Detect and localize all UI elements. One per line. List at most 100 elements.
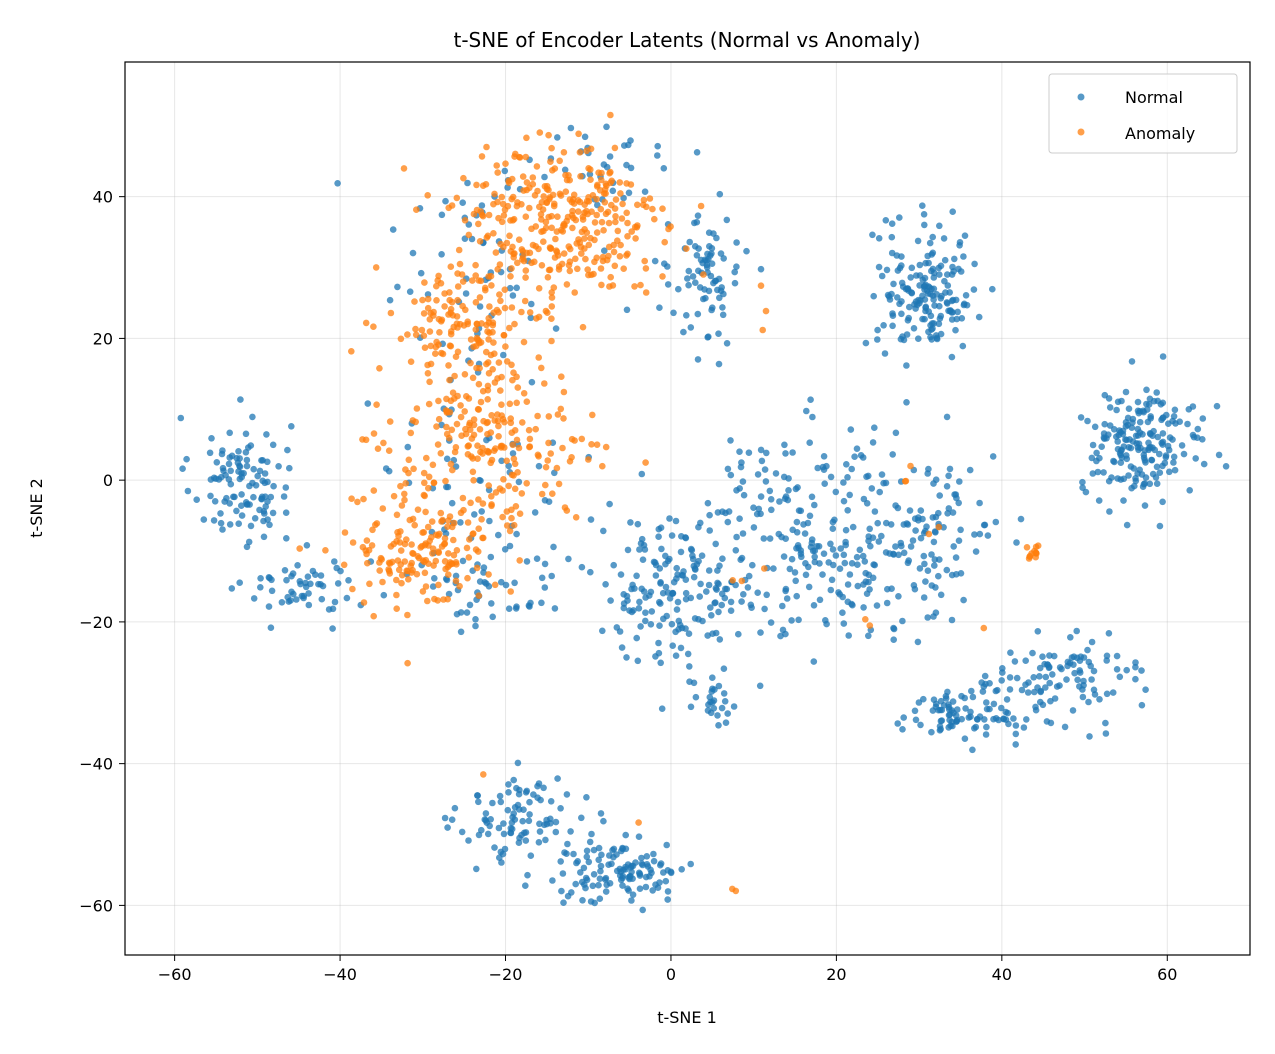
point-normal <box>719 304 726 311</box>
point-anomaly <box>514 384 522 391</box>
point-normal <box>1022 681 1029 688</box>
point-normal <box>484 830 492 838</box>
point-normal <box>632 859 639 866</box>
point-normal <box>1153 463 1161 471</box>
point-normal <box>907 274 914 281</box>
point-normal <box>694 212 702 219</box>
point-normal <box>618 644 626 651</box>
point-anomaly <box>509 243 516 251</box>
point-normal <box>183 455 190 463</box>
point-anomaly <box>729 885 736 893</box>
point-anomaly <box>608 201 615 209</box>
point-anomaly <box>464 320 472 328</box>
point-anomaly <box>490 230 497 237</box>
point-normal <box>687 860 694 868</box>
point-normal <box>712 599 719 606</box>
point-normal <box>662 583 670 591</box>
point-normal <box>899 726 906 733</box>
point-normal <box>844 474 851 481</box>
point-anomaly <box>549 167 556 174</box>
point-normal <box>781 441 788 449</box>
point-normal <box>640 541 648 549</box>
point-normal <box>429 583 437 590</box>
point-anomaly <box>499 487 506 494</box>
point-anomaly <box>496 291 503 298</box>
point-normal <box>1128 484 1135 492</box>
point-anomaly <box>516 510 524 517</box>
point-anomaly <box>512 503 520 510</box>
point-normal <box>871 561 878 569</box>
point-normal <box>686 678 693 685</box>
point-normal <box>457 609 465 616</box>
point-anomaly <box>605 252 612 260</box>
point-normal <box>696 593 703 600</box>
point-normal <box>557 858 564 865</box>
point-normal <box>620 604 628 612</box>
point-anomaly <box>579 216 587 223</box>
point-normal <box>1157 401 1165 408</box>
point-normal <box>960 253 967 260</box>
point-normal <box>473 865 480 873</box>
point-anomaly <box>401 496 408 504</box>
point-normal <box>1125 472 1132 479</box>
point-anomaly <box>538 490 546 498</box>
point-normal <box>444 483 452 491</box>
point-anomaly <box>507 273 514 280</box>
point-normal <box>930 538 938 546</box>
point-normal <box>281 567 289 574</box>
point-anomaly <box>540 193 547 200</box>
point-anomaly <box>538 262 546 269</box>
point-anomaly <box>473 334 481 342</box>
point-normal <box>809 413 816 421</box>
point-normal <box>955 499 962 507</box>
point-anomaly <box>447 309 455 317</box>
point-normal <box>506 284 514 292</box>
point-anomaly <box>544 309 551 317</box>
point-normal <box>528 300 535 308</box>
point-normal <box>936 222 943 230</box>
point-normal <box>953 571 960 578</box>
point-normal <box>984 532 992 539</box>
point-anomaly <box>478 516 485 523</box>
point-normal <box>744 584 752 591</box>
point-normal <box>623 161 630 169</box>
point-normal <box>767 496 775 503</box>
point-normal <box>958 692 965 700</box>
point-normal <box>880 479 887 487</box>
point-normal <box>1109 689 1117 696</box>
point-anomaly <box>437 318 445 325</box>
point-anomaly <box>475 525 483 532</box>
point-anomaly <box>574 197 582 204</box>
point-normal <box>1116 673 1124 681</box>
point-anomaly <box>588 208 595 215</box>
point-normal <box>238 473 245 481</box>
point-normal <box>956 242 963 249</box>
point-normal <box>1106 508 1113 515</box>
point-normal <box>715 608 722 616</box>
point-anomaly <box>465 231 473 239</box>
point-normal <box>525 817 533 825</box>
point-normal <box>1069 707 1077 714</box>
point-normal <box>917 507 925 514</box>
point-normal <box>522 882 529 889</box>
point-normal <box>568 889 575 896</box>
point-anomaly <box>485 449 492 456</box>
point-normal <box>672 628 679 636</box>
point-anomaly <box>548 294 556 301</box>
point-normal <box>924 567 932 574</box>
point-anomaly <box>447 460 455 468</box>
point-anomaly <box>515 236 523 243</box>
point-normal <box>740 591 747 598</box>
point-normal <box>487 553 495 561</box>
point-normal <box>478 826 485 834</box>
point-normal <box>714 509 722 516</box>
point-normal <box>567 828 574 835</box>
point-anomaly <box>513 202 521 210</box>
point-normal <box>1013 539 1020 546</box>
point-anomaly <box>469 530 477 538</box>
point-anomaly <box>425 473 433 481</box>
point-normal <box>677 548 685 556</box>
point-anomaly <box>543 185 551 193</box>
point-anomaly <box>525 426 533 434</box>
